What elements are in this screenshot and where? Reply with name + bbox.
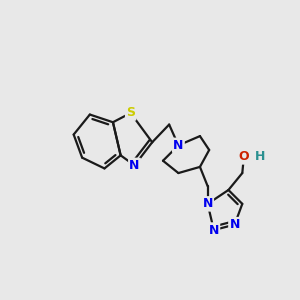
Text: N: N <box>202 197 213 210</box>
Text: O: O <box>238 150 249 164</box>
Text: S: S <box>126 106 135 119</box>
Text: N: N <box>129 159 140 172</box>
Text: H: H <box>255 150 265 164</box>
Text: N: N <box>230 218 240 231</box>
Text: N: N <box>208 224 219 236</box>
Text: N: N <box>173 139 184 152</box>
